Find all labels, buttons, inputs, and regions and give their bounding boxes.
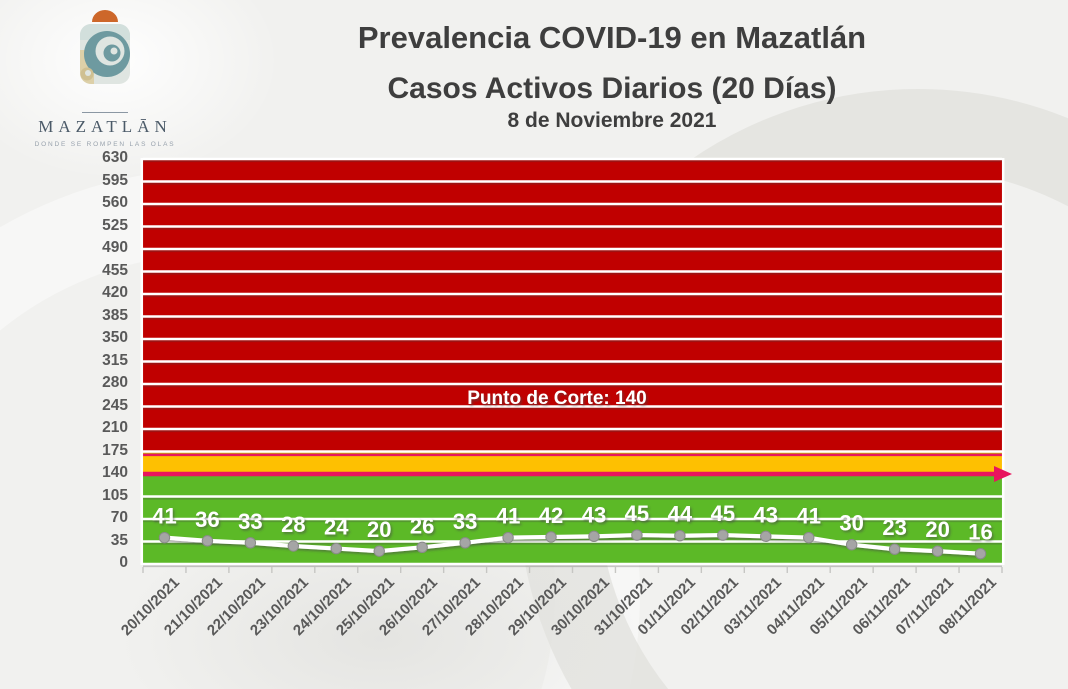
data-label: 41 <box>152 504 176 529</box>
data-label: 43 <box>754 502 778 527</box>
data-label: 28 <box>281 512 305 537</box>
data-point <box>760 530 772 543</box>
data-point <box>459 537 471 549</box>
data-point <box>717 529 729 541</box>
data-label: 44 <box>668 502 693 527</box>
mazatlan-logo: MAZATLĀN DONDE SE ROMPEN LAS OLAS <box>25 6 185 148</box>
data-point <box>588 530 600 543</box>
chart-date: 8 de Noviembre 2021 <box>507 109 717 133</box>
zone-band-2 <box>143 159 1002 452</box>
data-point <box>201 535 214 547</box>
data-point <box>803 531 815 544</box>
data-label: 30 <box>839 511 863 536</box>
data-point <box>545 531 557 543</box>
logo-tagline: DONDE SE ROMPEN LAS OLAS <box>34 141 176 148</box>
data-point <box>287 540 300 552</box>
data-point <box>416 541 428 553</box>
data-point <box>888 543 901 555</box>
zone-band-1 <box>143 451 1002 474</box>
cutoff-arrow-head <box>994 466 1012 482</box>
data-point <box>330 542 342 555</box>
chart-header: Prevalencia COVID-19 en Mazatlán Casos A… <box>170 20 1054 133</box>
data-point <box>631 529 643 541</box>
logo-divider <box>82 112 128 113</box>
data-label: 16 <box>968 520 992 545</box>
data-point <box>845 539 858 551</box>
logo-shell-spiral <box>80 24 130 84</box>
data-label: 26 <box>410 513 434 538</box>
data-label: 41 <box>796 504 820 529</box>
logo-sun-shape <box>92 10 118 22</box>
data-point <box>244 537 257 549</box>
cutoff-label: Punto de Corte: 140 <box>467 388 646 409</box>
data-point <box>931 545 944 557</box>
data-label: 36 <box>195 507 219 532</box>
data-point <box>158 531 171 544</box>
data-label: 43 <box>582 502 606 527</box>
data-point <box>373 545 385 557</box>
data-label: 23 <box>882 515 906 540</box>
data-label: 24 <box>324 515 349 540</box>
data-label: 41 <box>496 504 520 529</box>
data-line <box>164 532 981 556</box>
logo-name: MAZATLĀN <box>38 117 172 136</box>
data-label: 20 <box>367 517 391 542</box>
data-label: 45 <box>625 501 649 526</box>
data-label: 45 <box>711 501 735 526</box>
data-point <box>674 530 686 542</box>
mazatlan-logo-icon <box>80 10 130 84</box>
data-label: 33 <box>453 509 477 534</box>
data-label: 33 <box>238 509 262 534</box>
data-point <box>974 548 987 560</box>
chart-title: Prevalencia COVID-19 en Mazatlán <box>357 20 867 55</box>
chart-subtitle: Casos Activos Diarios (20 Días) <box>387 71 837 105</box>
data-label: 20 <box>925 517 949 542</box>
data-label: 42 <box>539 503 563 528</box>
data-point <box>502 531 514 544</box>
